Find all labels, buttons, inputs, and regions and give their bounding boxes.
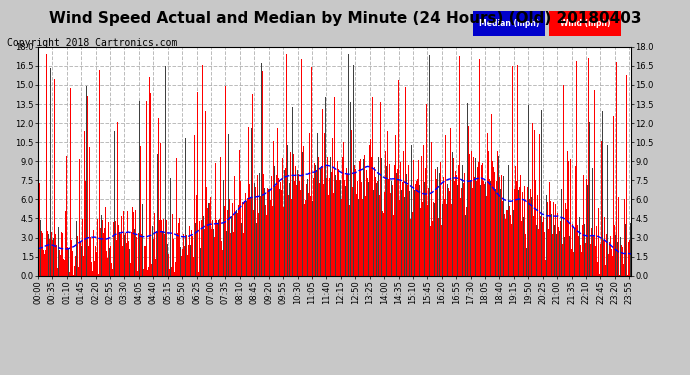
Text: Wind Speed Actual and Median by Minute (24 Hours) (Old) 20180403: Wind Speed Actual and Median by Minute (… xyxy=(49,11,641,26)
Text: Median (mph): Median (mph) xyxy=(479,19,539,28)
Text: Copyright 2018 Cartronics.com: Copyright 2018 Cartronics.com xyxy=(7,38,177,48)
Text: Wind (mph): Wind (mph) xyxy=(560,19,610,28)
